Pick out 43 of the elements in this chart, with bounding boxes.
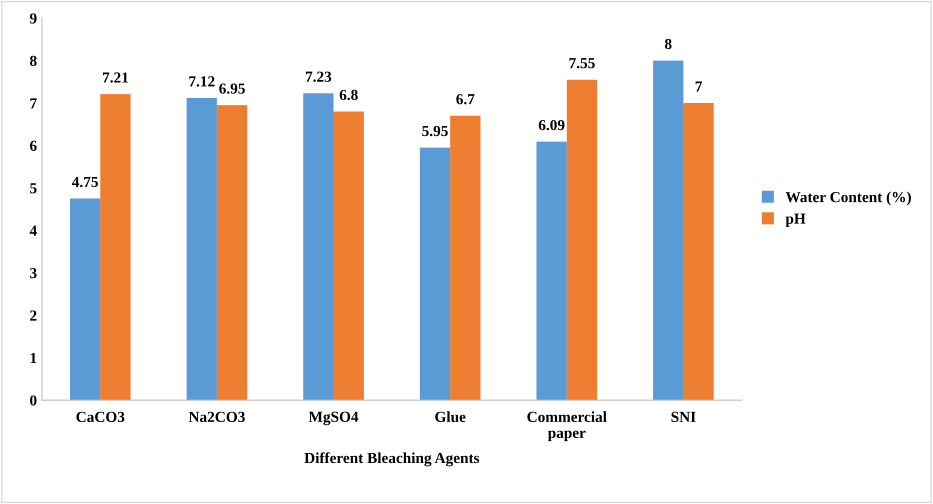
bar [566, 80, 598, 400]
x-tick-label: MgSO4 [308, 412, 358, 426]
x-axis-title: Different Bleaching Agents [304, 452, 480, 466]
data-label: 7 [696, 81, 702, 92]
bar [683, 103, 714, 400]
bar [334, 112, 364, 400]
data-label: 6.09 [538, 120, 564, 130]
bar [186, 98, 217, 400]
x-tick-label: CaCO3 [76, 412, 124, 422]
bar [653, 60, 684, 400]
y-tick-label: 0 [30, 395, 37, 406]
data-label: 4.75 [72, 176, 98, 188]
x-tick-label: Commercial paper [527, 411, 607, 442]
y-tick-label: 9 [30, 13, 37, 24]
y-tick-label: 5 [30, 183, 37, 194]
bar [100, 94, 131, 400]
bar [70, 198, 100, 400]
y-tick-label: 6 [30, 140, 37, 151]
y-tick-label: 7 [30, 98, 37, 108]
x-tick-label: Na2CO3 [188, 412, 245, 422]
y-tick-label: 8 [30, 56, 37, 66]
data-label: 6.95 [219, 83, 245, 94]
bar [216, 105, 248, 400]
bar [536, 142, 567, 400]
y-tick-label: 4 [30, 226, 37, 236]
y-tick-label: 2 [30, 310, 36, 321]
data-label: 8 [664, 38, 672, 50]
legend-label: Water Content (%) [786, 191, 911, 206]
bar [420, 148, 450, 400]
data-label: 6.7 [456, 94, 475, 104]
x-tick-label: SNI [672, 412, 696, 422]
y-tick-label: 1 [30, 352, 36, 364]
data-label: 7.55 [569, 58, 595, 68]
bar [303, 93, 334, 400]
legend-label: pH [786, 214, 806, 227]
x-tick-label: Glue [435, 411, 466, 422]
bar [450, 116, 480, 400]
data-label: 7.21 [102, 72, 128, 83]
data-label: 7.12 [189, 76, 214, 87]
data-label: 7.23 [306, 72, 332, 82]
y-tick-label: 3 [30, 268, 37, 278]
data-label: 6.8 [340, 90, 358, 100]
data-label: 5.95 [422, 126, 448, 136]
